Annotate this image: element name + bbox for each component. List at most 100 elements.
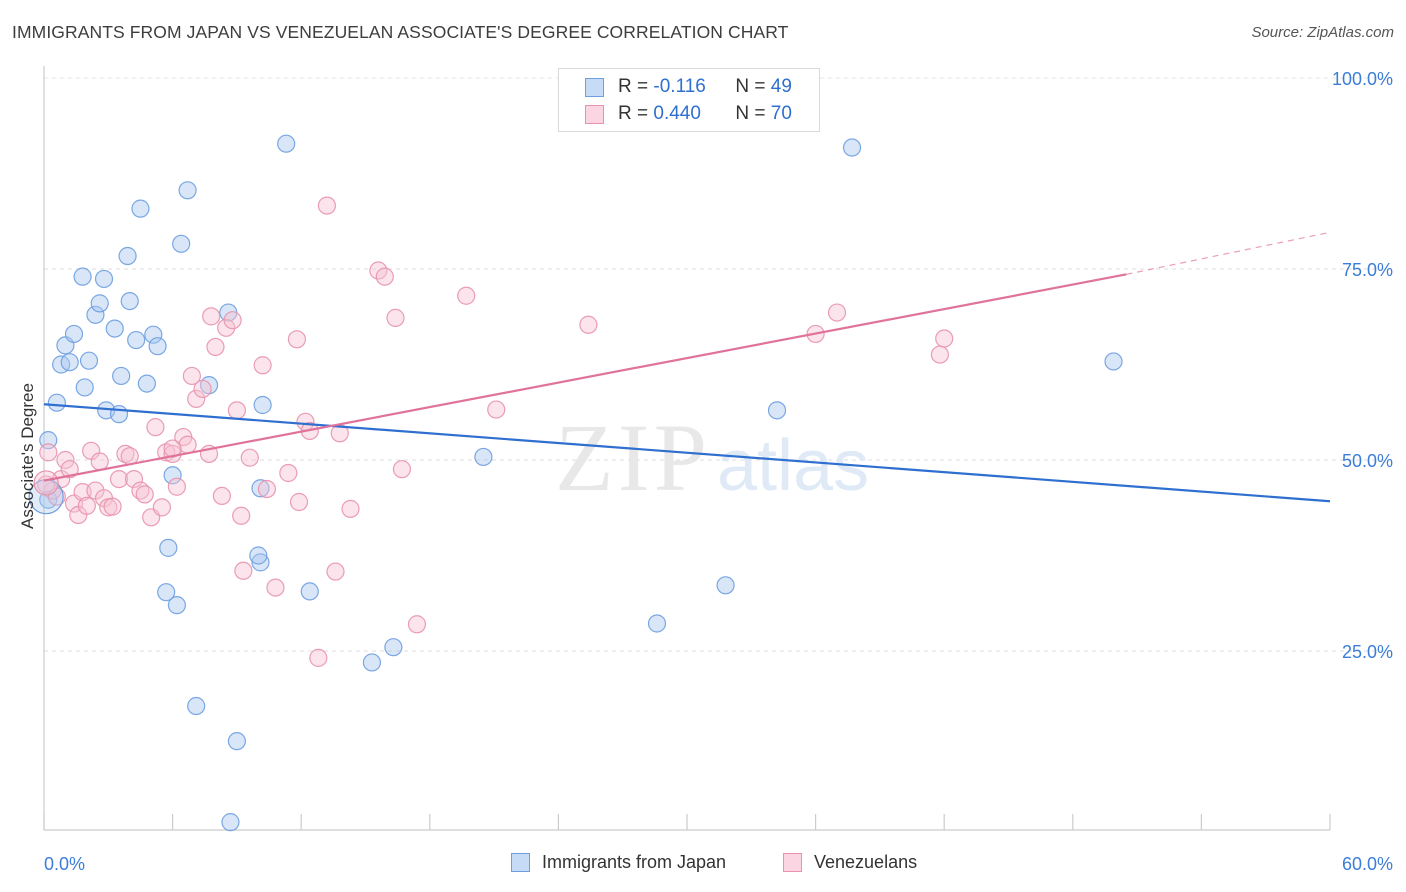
data-point (249, 546, 268, 565)
data-point (75, 378, 94, 397)
legend-swatch-japan (511, 853, 530, 872)
data-point (1104, 352, 1123, 371)
data-point (474, 447, 493, 467)
data-point (384, 638, 403, 657)
data-point (118, 246, 137, 266)
data-point (217, 318, 236, 337)
data-point (56, 450, 75, 470)
data-point (326, 562, 345, 581)
series-japan (39, 134, 1123, 832)
legend-n-label: N = (735, 76, 766, 97)
data-point (109, 470, 129, 489)
data-point (457, 286, 476, 305)
legend-r-value: -0.116 (653, 76, 706, 97)
data-point (375, 267, 394, 286)
x-tick-label-min: 0.0% (44, 854, 85, 874)
legend-item-venezuelans: Venezuelans (783, 852, 917, 873)
data-point (287, 330, 307, 349)
trend-lines (43, 231, 1331, 503)
data-point (94, 269, 114, 289)
data-point (60, 460, 79, 479)
data-point (109, 405, 129, 424)
data-point (105, 319, 124, 338)
data-point (212, 486, 231, 506)
legend-r-label: R = (618, 76, 649, 97)
data-point (90, 294, 109, 313)
data-point (178, 435, 197, 454)
data-point (167, 477, 186, 496)
data-point (47, 393, 66, 412)
data-point (309, 648, 328, 667)
data-point (64, 324, 84, 344)
data-point (206, 337, 225, 357)
data-point (146, 418, 165, 437)
legend-row-japan: R = -0.116 N = 49 (585, 75, 792, 99)
data-point (167, 596, 186, 615)
data-point (124, 470, 144, 489)
data-point (266, 578, 285, 597)
data-point (163, 466, 182, 485)
data-point (487, 400, 506, 419)
source-label: Source: ZipAtlas.com (1251, 24, 1394, 41)
y-tick-label: 50.0% (1342, 451, 1393, 471)
data-point (77, 496, 96, 515)
data-point (251, 479, 270, 498)
data-point (193, 379, 212, 399)
data-point (227, 401, 246, 420)
watermark: ZIP atlas (555, 404, 869, 511)
correlation-legend: R = -0.116 N = 49 R = 0.440 N = 70 (558, 68, 820, 132)
legend-label-japan: Immigrants from Japan (542, 852, 727, 872)
y-axis-label: Associate's Degree (18, 383, 37, 529)
data-point (187, 389, 206, 408)
data-point-cluster (33, 470, 59, 496)
data-point (137, 374, 156, 393)
data-point (39, 443, 58, 462)
data-point (842, 138, 862, 157)
data-point (157, 583, 176, 602)
data-point (202, 307, 221, 326)
data-point (234, 561, 253, 580)
data-point (60, 353, 79, 372)
data-point (279, 463, 298, 483)
data-points (28, 134, 1123, 832)
legend-n-value: 49 (770, 76, 792, 97)
data-point (152, 498, 171, 517)
trend-line-extension (1126, 231, 1331, 275)
data-point (392, 460, 412, 479)
legend-r-value: 0.440 (653, 103, 701, 124)
data-point (90, 452, 109, 471)
data-point (144, 325, 163, 344)
data-point (935, 329, 954, 348)
legend-swatch-venezuelans (783, 853, 802, 872)
data-point (221, 813, 240, 832)
data-point (187, 696, 206, 716)
data-point (120, 291, 139, 311)
data-point (341, 499, 360, 518)
data-point (253, 356, 272, 375)
data-point (277, 134, 296, 153)
data-point (182, 366, 201, 386)
data-point (172, 234, 191, 253)
legend-item-japan: Immigrants from Japan (511, 852, 726, 873)
legend-row-venezuelans: R = 0.440 N = 70 (585, 102, 792, 126)
data-point (253, 395, 272, 415)
data-point (251, 553, 270, 572)
data-point (159, 538, 178, 557)
legend-n-label: N = (735, 103, 766, 124)
legend-label-venezuelans: Venezuelans (814, 852, 918, 872)
watermark-zip: ZIP (555, 404, 711, 511)
data-point (579, 315, 598, 334)
data-point (386, 308, 405, 327)
data-point (240, 448, 259, 467)
y-tick-label: 100.0% (1332, 69, 1393, 89)
data-point (362, 653, 382, 672)
data-point (407, 615, 427, 634)
data-point (73, 267, 92, 286)
data-point (223, 311, 242, 330)
trend-line-japan (43, 403, 1331, 503)
legend-swatch-venezuelans (585, 104, 604, 124)
data-point (127, 330, 146, 350)
data-point (300, 582, 319, 601)
watermark-atlas: atlas (717, 426, 869, 506)
